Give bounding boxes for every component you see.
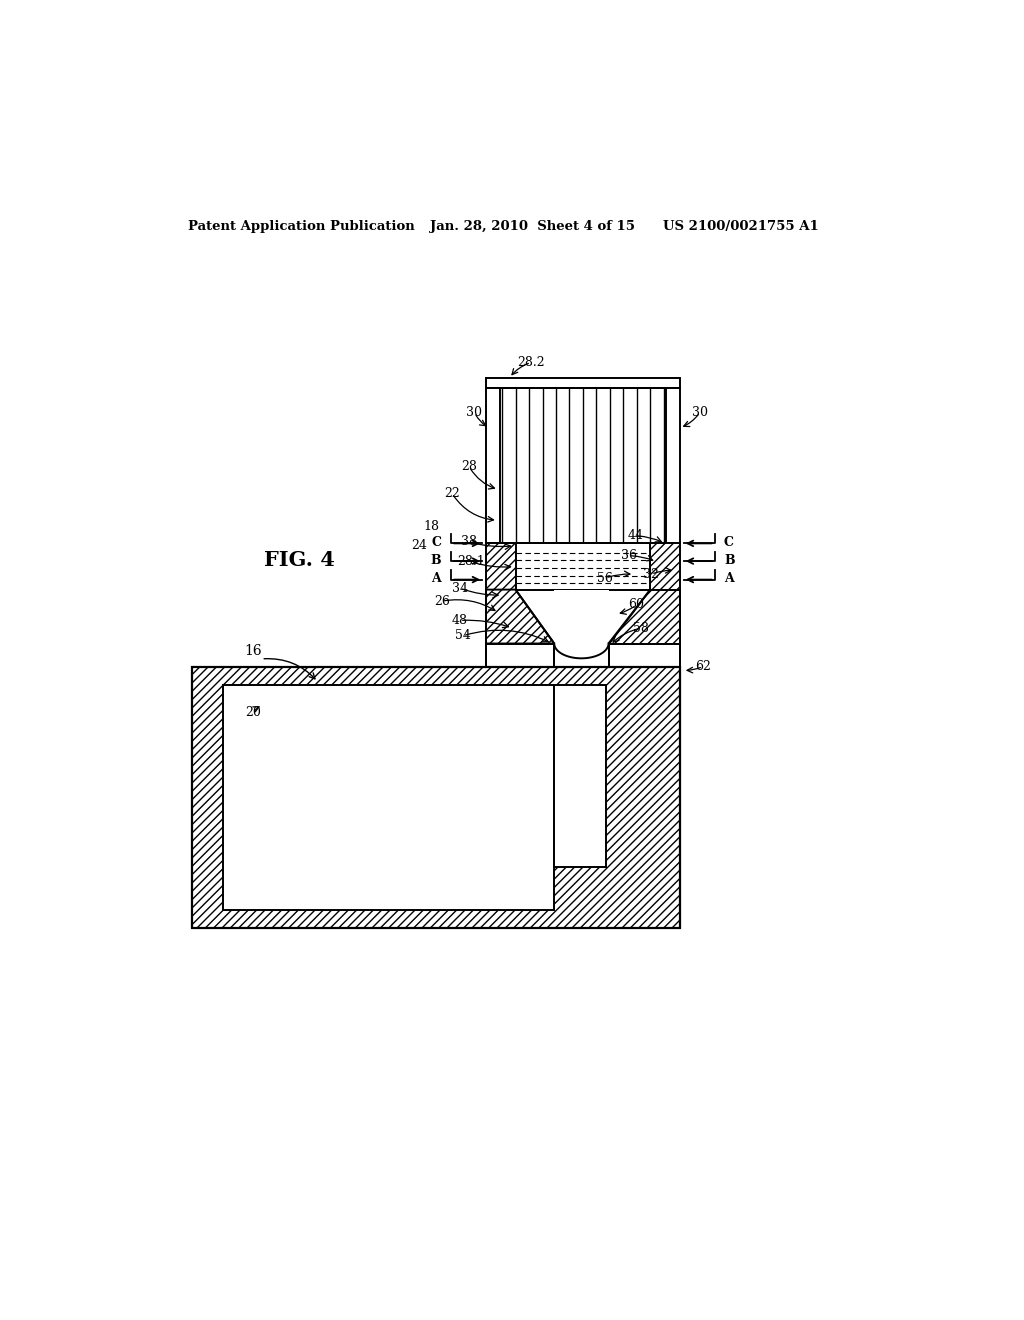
Text: 34: 34 [452, 582, 468, 594]
Text: A: A [724, 573, 734, 585]
Text: 58: 58 [633, 622, 649, 635]
Text: Jan. 28, 2010  Sheet 4 of 15: Jan. 28, 2010 Sheet 4 of 15 [430, 219, 635, 232]
Text: 60: 60 [629, 598, 644, 611]
Polygon shape [650, 544, 680, 590]
Polygon shape [515, 544, 650, 590]
Text: 26: 26 [434, 594, 450, 607]
Polygon shape [608, 590, 680, 644]
Text: 38: 38 [461, 536, 477, 548]
Polygon shape [554, 590, 608, 644]
Polygon shape [666, 388, 680, 544]
Text: 32: 32 [643, 568, 659, 581]
Polygon shape [554, 644, 608, 667]
Polygon shape [486, 378, 680, 388]
Text: FIG. 4: FIG. 4 [263, 550, 335, 570]
Polygon shape [486, 388, 500, 544]
Text: US 2100/0021755 A1: US 2100/0021755 A1 [663, 219, 818, 232]
Text: A: A [431, 573, 441, 585]
Polygon shape [222, 685, 554, 909]
Polygon shape [554, 685, 606, 867]
Text: 18: 18 [424, 520, 439, 533]
Text: 22: 22 [444, 487, 460, 500]
Text: 44: 44 [628, 529, 644, 543]
Text: 48: 48 [452, 614, 468, 627]
Text: 62: 62 [695, 660, 711, 673]
Text: 28.2: 28.2 [517, 356, 545, 370]
Text: 30: 30 [466, 407, 482, 418]
Text: 28: 28 [461, 459, 477, 473]
Polygon shape [486, 590, 554, 644]
Text: B: B [430, 554, 441, 566]
Text: Patent Application Publication: Patent Application Publication [188, 219, 415, 232]
Text: 54: 54 [455, 630, 471, 643]
Text: 30: 30 [692, 407, 708, 418]
Text: C: C [724, 536, 734, 549]
Text: C: C [431, 536, 441, 549]
Text: 16: 16 [245, 644, 262, 659]
Text: 36: 36 [621, 549, 637, 562]
Text: 24: 24 [411, 539, 427, 552]
Text: 20: 20 [246, 706, 261, 719]
Text: 28.1: 28.1 [458, 556, 485, 569]
Polygon shape [191, 667, 680, 928]
Text: B: B [724, 554, 734, 566]
Text: 56: 56 [597, 572, 613, 585]
Polygon shape [486, 544, 515, 590]
